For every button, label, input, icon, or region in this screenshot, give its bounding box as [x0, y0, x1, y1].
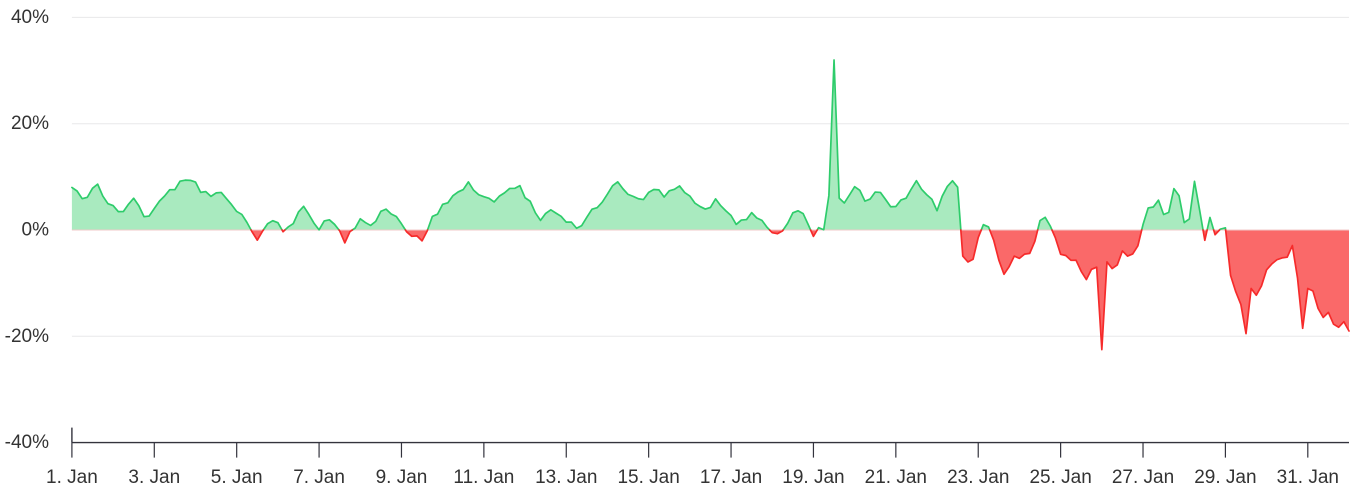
svg-text:0%: 0% — [22, 220, 50, 241]
svg-text:29. Jan: 29. Jan — [1194, 467, 1256, 488]
svg-text:7. Jan: 7. Jan — [293, 467, 345, 488]
svg-text:23. Jan: 23. Jan — [947, 467, 1009, 488]
svg-text:3. Jan: 3. Jan — [128, 467, 180, 488]
svg-text:21. Jan: 21. Jan — [865, 467, 927, 488]
svg-text:1. Jan: 1. Jan — [46, 467, 98, 488]
svg-text:-20%: -20% — [5, 326, 49, 347]
svg-text:9. Jan: 9. Jan — [376, 467, 428, 488]
svg-text:27. Jan: 27. Jan — [1112, 467, 1174, 488]
svg-text:15. Jan: 15. Jan — [617, 467, 679, 488]
svg-text:17. Jan: 17. Jan — [700, 467, 762, 488]
svg-text:20%: 20% — [11, 113, 49, 134]
svg-text:5. Jan: 5. Jan — [211, 467, 263, 488]
svg-text:11. Jan: 11. Jan — [453, 467, 514, 488]
svg-text:-40%: -40% — [5, 432, 49, 453]
svg-text:13. Jan: 13. Jan — [535, 467, 597, 488]
svg-text:40%: 40% — [11, 7, 49, 28]
svg-text:31. Jan: 31. Jan — [1277, 467, 1339, 488]
svg-text:25. Jan: 25. Jan — [1029, 467, 1091, 488]
svg-text:19. Jan: 19. Jan — [782, 467, 844, 488]
